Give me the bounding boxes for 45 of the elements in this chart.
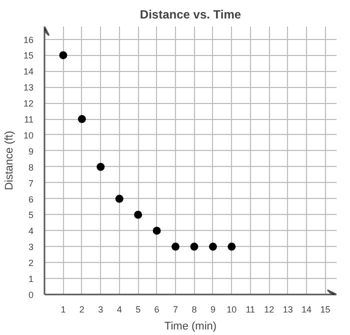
point <box>96 162 105 171</box>
x-tick-label: 7 <box>173 304 178 314</box>
y-tick-label: 3 <box>28 242 34 252</box>
x-tick-label: 2 <box>79 304 84 314</box>
x-tick-label: 11 <box>246 304 256 314</box>
y-tick-label: 9 <box>28 146 34 156</box>
point <box>115 194 124 203</box>
x-tick-label: 9 <box>210 304 216 314</box>
y-tick-label: 12 <box>23 98 34 109</box>
x-tick-label: 4 <box>116 304 122 314</box>
point <box>228 242 236 251</box>
point <box>59 51 68 60</box>
y-tick-label: 15 <box>23 50 34 61</box>
point <box>172 242 180 251</box>
y-tick-label: 1 <box>28 274 34 284</box>
x-tick-label: 3 <box>98 304 104 314</box>
chart-title: Distance vs. Time <box>140 8 242 22</box>
y-tick-label: 4 <box>28 226 34 236</box>
y-tick-label: 8 <box>28 162 34 172</box>
point <box>208 242 217 251</box>
y-tick-label: 2 <box>28 258 34 268</box>
x-axis-title: Time (min) <box>164 320 217 332</box>
x-tick-label: 8 <box>192 304 197 314</box>
y-tick-label: 7 <box>28 178 34 188</box>
y-tick-label: 6 <box>28 194 34 204</box>
y-tick-label: 13 <box>23 82 34 93</box>
x-tick-label: 14 <box>302 304 312 314</box>
x-tick-label: 13 <box>282 304 293 314</box>
y-axis-title: Distance (ft) <box>3 130 16 190</box>
x-tick-label: 12 <box>264 304 274 314</box>
x-tick-label: 5 <box>136 304 141 314</box>
x-tick-label: 1 <box>60 304 66 314</box>
x-tick-label: 6 <box>154 304 160 314</box>
point <box>134 210 142 219</box>
point <box>152 226 161 235</box>
x-tick-label: 15 <box>320 304 330 314</box>
y-tick-label: 10 <box>23 130 34 140</box>
y-tick-label: 0 <box>28 290 34 300</box>
point <box>78 115 86 124</box>
x-tick-label: 10 <box>226 304 237 314</box>
y-tick-label: 14 <box>23 66 34 77</box>
y-tick-label: 11 <box>24 114 34 125</box>
point <box>190 242 198 251</box>
y-tick-label: 5 <box>28 210 34 220</box>
y-tick-label: 16 <box>23 34 34 45</box>
